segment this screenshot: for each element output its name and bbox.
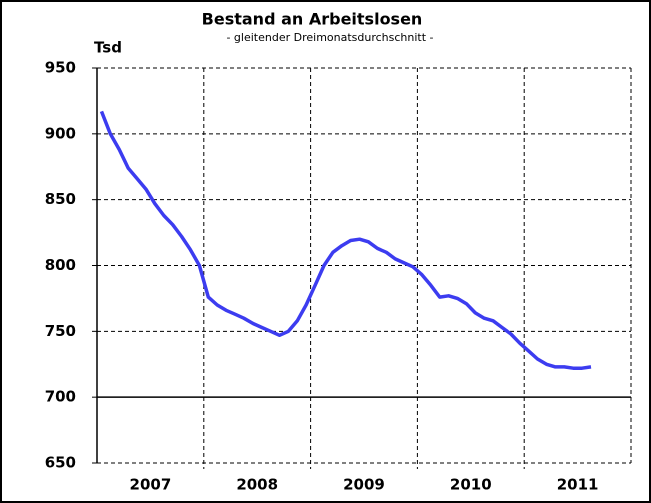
y-tick-label: 900 (45, 124, 76, 142)
y-tick-label: 850 (45, 190, 76, 208)
x-tick-label: 2011 (557, 476, 599, 494)
y-axis-label: Tsd (94, 39, 122, 57)
chart-subtitle: - gleitender Dreimonatsdurchschnitt - (226, 31, 433, 44)
x-tick-label: 2010 (450, 476, 492, 494)
y-tick-label: 700 (45, 388, 76, 406)
line-series (99, 110, 592, 370)
x-tick-label: 2009 (343, 476, 385, 494)
x-tick-label: 2007 (130, 476, 172, 494)
y-tick-label: 650 (45, 454, 76, 472)
y-tick-label: 800 (45, 256, 76, 274)
y-tick-label: 950 (45, 59, 76, 77)
chart-title: Bestand an Arbeitslosen (202, 10, 423, 29)
x-tick-label: 2008 (236, 476, 278, 494)
y-tick-label: 750 (45, 322, 76, 340)
